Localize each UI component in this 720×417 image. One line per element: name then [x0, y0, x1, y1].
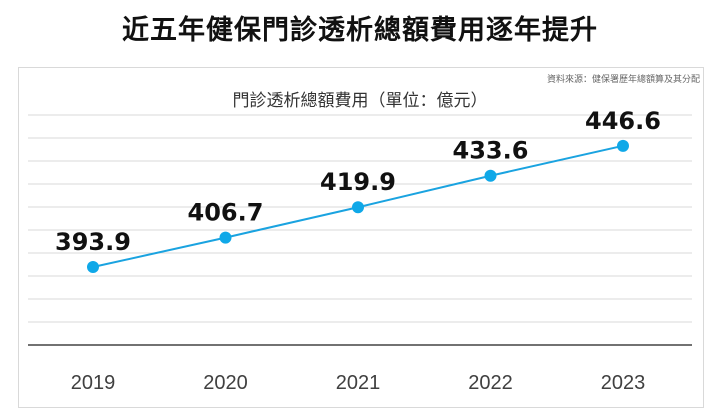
data-label: 433.6	[453, 137, 529, 165]
data-point	[617, 139, 629, 152]
chart-title: 門診透析總額費用（單位：億元）	[232, 91, 488, 111]
data-label: 393.9	[55, 228, 131, 256]
data-point	[219, 231, 232, 244]
data-label: 406.7	[188, 199, 264, 227]
x-tick-label: 2019	[71, 372, 116, 394]
chart-frame	[18, 67, 704, 408]
data-point	[352, 201, 364, 214]
data-point	[484, 169, 497, 182]
x-tick-label: 2023	[601, 372, 646, 394]
data-label: 446.6	[585, 107, 661, 135]
page-title: 近五年健保門診透析總額費用逐年提升	[122, 15, 598, 46]
x-tick-label: 2022	[468, 372, 513, 394]
source-note: 資料來源：健保署歷年總額算及其分配	[546, 75, 700, 85]
x-tick-label: 2020	[203, 372, 248, 394]
x-tick-label: 2021	[336, 372, 381, 394]
data-point	[87, 261, 99, 274]
data-label: 419.9	[320, 168, 396, 196]
